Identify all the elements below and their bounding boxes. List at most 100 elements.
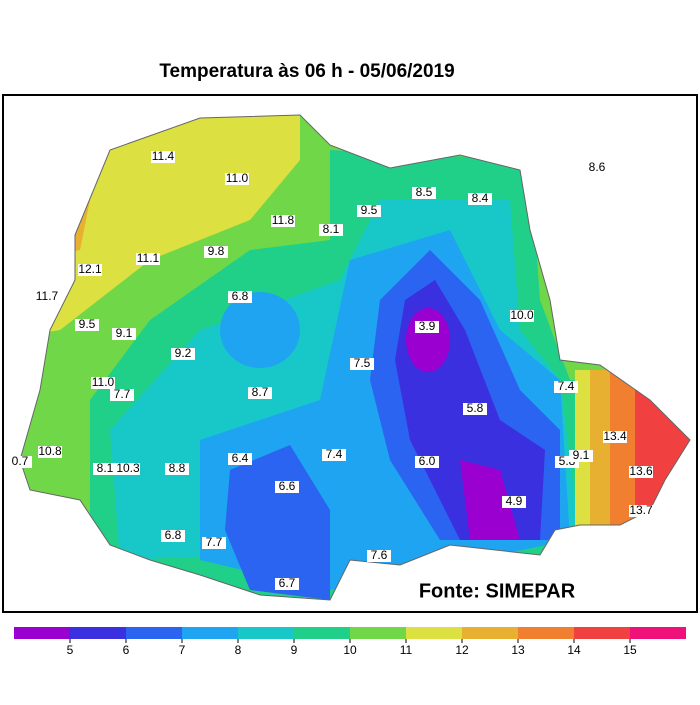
station-label: 9.5	[361, 203, 378, 217]
station-label: 3.9	[419, 319, 436, 333]
station-label-bg	[228, 291, 252, 303]
station-label: 8.4	[472, 191, 489, 205]
colorbar-swatch	[574, 627, 630, 639]
station-label-bg	[415, 456, 439, 468]
station-label-bg	[202, 537, 226, 549]
colorbar-tick-label: 14	[567, 643, 581, 657]
station-label: 5.8	[467, 401, 484, 415]
station-label-bg	[322, 449, 346, 461]
station-label-bg	[629, 505, 653, 517]
station-label: 7.6	[371, 548, 388, 562]
station-label-bg	[510, 310, 534, 322]
station-label: 9.2	[175, 346, 192, 360]
colorbar-tick-label: 10	[343, 643, 357, 657]
station-label: 8.6	[589, 160, 606, 174]
station-label-bg	[110, 389, 134, 401]
station-label: 6.8	[232, 289, 249, 303]
colorbar-swatch	[518, 627, 574, 639]
station-label: 11.0	[92, 375, 115, 389]
station-label-bg	[463, 403, 487, 415]
station-label-bg	[228, 453, 252, 465]
station-label-bg	[585, 162, 609, 174]
station-label-bg	[367, 550, 391, 562]
station-label-bg	[275, 578, 299, 590]
station-label-bg	[93, 463, 117, 475]
station-label-bg	[116, 463, 140, 475]
station-label-bg	[78, 264, 102, 276]
zone	[406, 308, 450, 372]
station-label-bg	[248, 387, 272, 399]
station-label-bg	[569, 450, 593, 462]
station-label: 7.4	[326, 447, 343, 461]
colorbar-tick-label: 8	[235, 643, 242, 657]
station-label-bg	[357, 205, 381, 217]
station-label-bg	[415, 321, 439, 333]
station-label: 6.8	[165, 528, 182, 542]
station-label: 12.1	[78, 262, 102, 276]
station-label: 8.1	[97, 461, 114, 475]
station-label: 8.7	[252, 385, 269, 399]
station-label: 9.1	[116, 326, 133, 340]
station-label: 11.4	[152, 149, 175, 163]
station-label: 7.4	[558, 379, 575, 393]
station-label: 13.6	[629, 464, 653, 478]
source: Fonte: SIMEPAR	[419, 580, 576, 602]
colorbar-swatch	[182, 627, 238, 639]
station-label: 9.1	[573, 448, 590, 462]
station-label: 6.7	[279, 576, 296, 590]
station-label-bg	[136, 253, 160, 265]
station-label-bg	[91, 377, 115, 389]
colorbar-swatch	[406, 627, 462, 639]
colorbar-tick-label: 9	[291, 643, 298, 657]
station-label-bg	[38, 446, 62, 458]
station-label-bg	[271, 215, 295, 227]
colorbar-tick-label: 7	[179, 643, 186, 657]
station-label: 9.8	[208, 244, 225, 258]
zone	[220, 292, 300, 368]
station-label-bg	[151, 151, 175, 163]
station-label: 7.7	[114, 387, 131, 401]
station-label-bg	[350, 358, 374, 370]
zone	[225, 445, 330, 600]
station-label: 13.7	[629, 503, 653, 517]
station-labels: 11.4 11.0 8.6 8.5 8.4 11.8 9.5 8.1 9.8 12.1 11.1 11…	[8, 149, 653, 590]
station-label: 10.3	[116, 461, 140, 475]
station-label: 8.1	[323, 222, 340, 236]
station-label-bg	[112, 328, 136, 340]
station-label: 13.4	[603, 429, 627, 443]
station-label-bg	[468, 193, 492, 205]
station-label-bg	[165, 463, 189, 475]
station-label-bg	[204, 246, 228, 258]
station-label: 11.0	[226, 171, 249, 185]
station-label-bg	[275, 481, 299, 493]
colorbar: 5 6 7 8 9 10 11 12 13 14 15	[14, 627, 686, 657]
colorbar-tick-label: 12	[455, 643, 469, 657]
contour-map	[20, 115, 690, 600]
station-label-bg	[603, 431, 627, 443]
zone	[590, 370, 610, 550]
zone	[460, 460, 520, 540]
station-label-bg	[412, 187, 436, 199]
station-label-bg	[171, 348, 195, 360]
colorbar-swatch	[462, 627, 518, 639]
station-label-bg	[161, 530, 185, 542]
station-label-bg	[8, 456, 32, 468]
colorbar-tick-label: 5	[67, 643, 74, 657]
colorbar-swatch	[238, 627, 294, 639]
station-label: 11.1	[137, 251, 160, 265]
colorbar-swatch	[630, 627, 686, 639]
station-label: 9.5	[79, 317, 96, 331]
station-label: 10.8	[38, 444, 62, 458]
colorbar-swatch	[14, 627, 70, 639]
station-label-bg	[319, 224, 343, 236]
station-label: 10.0	[510, 308, 534, 322]
station-label: 6.6	[279, 479, 296, 493]
station-label: 11.7	[36, 289, 59, 303]
colorbar-swatch	[294, 627, 350, 639]
station-label: 6.4	[232, 451, 249, 465]
station-label: 8.5	[416, 185, 433, 199]
station-label: 11.8	[272, 213, 295, 227]
station-label-bg	[554, 381, 578, 393]
title: Temperatura às 06 h - 05/06/2019	[159, 61, 454, 82]
